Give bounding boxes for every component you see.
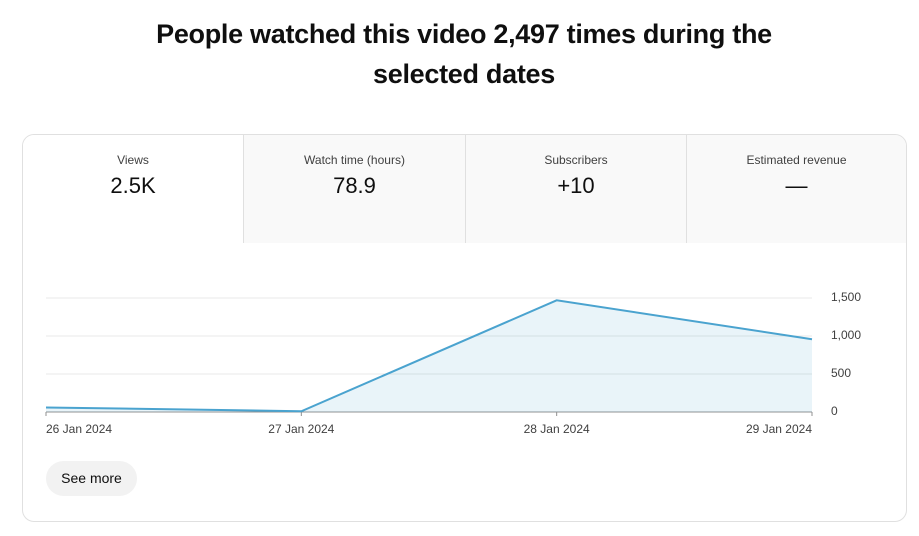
tab[interactable]: Watch time (hours) 78.9 — [243, 135, 465, 243]
tab-label: Watch time (hours) — [304, 153, 405, 167]
tab[interactable]: Subscribers +10 — [465, 135, 686, 243]
tab-label: Views — [117, 153, 149, 167]
y-tick-label: 500 — [831, 366, 851, 380]
x-tick-label: 26 Jan 2024 — [46, 422, 112, 436]
tab-label: Subscribers — [544, 153, 608, 167]
line — [45, 299, 813, 413]
tab-value: +10 — [557, 173, 595, 198]
analytics-card: Views 2.5K Watch time (hours) 78.9 Subscri… — [22, 134, 907, 522]
heading: People watched this video 2,497 times du… — [156, 19, 772, 89]
y-tick-label: 1,000 — [831, 328, 861, 342]
tab-value: — — [785, 173, 808, 198]
x-tick-label: 27 Jan 2024 — [268, 422, 334, 436]
y-tick-label: 0 — [831, 404, 838, 418]
tab-label: Estimated revenue — [746, 153, 847, 167]
see-more-button[interactable]: See more — [46, 461, 137, 496]
x-tick-label: 28 Jan 2024 — [524, 422, 590, 436]
tab-value: 2.5K — [110, 173, 156, 198]
tab[interactable]: Views 2.5K — [23, 135, 243, 243]
y-tick-label: 1,500 — [831, 290, 861, 304]
x-tick-label: 29 Jan 2024 — [746, 422, 812, 436]
tab-value: 78.9 — [333, 173, 376, 198]
tab[interactable]: Estimated revenue — — [686, 135, 906, 243]
